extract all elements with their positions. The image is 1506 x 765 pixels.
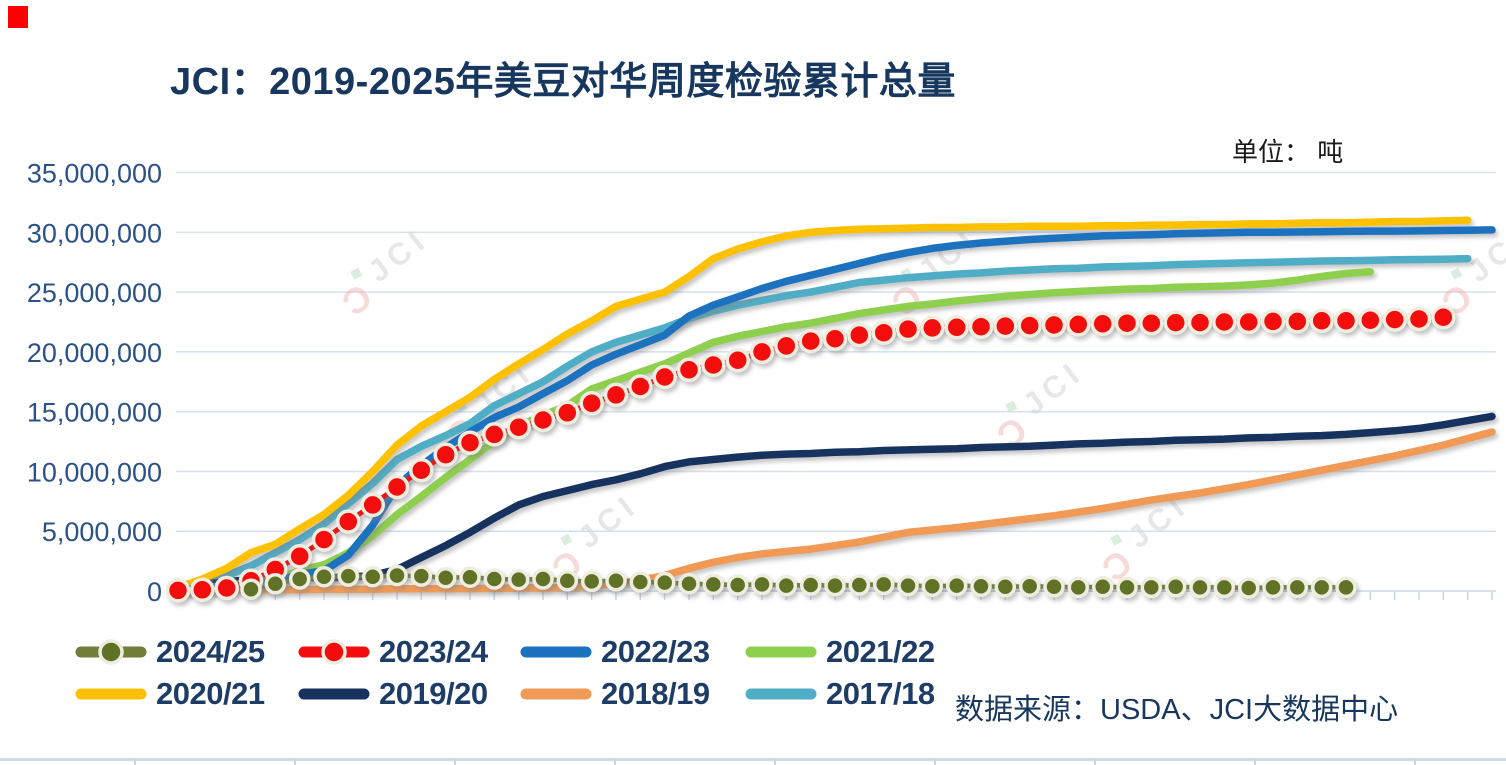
y-axis-label: 0 [147,577,162,607]
y-axis-label: 20,000,000 [27,338,162,368]
y-axis-label: 5,000,000 [42,517,162,547]
corner-marker [8,6,28,28]
y-axis-label: 25,000,000 [27,278,162,308]
chart-title: JCI：2019-2025年美豆对华周度检验累计总量 [170,61,956,103]
y-axis-label: 30,000,000 [27,218,162,248]
y-axis-label: 15,000,000 [27,398,162,428]
series-markers-2023-24 [165,304,1456,603]
svg-text:JCI: JCI [571,487,645,555]
svg-text:Ɔ: Ɔ [334,276,380,324]
y-axis-label: 35,000,000 [27,159,162,189]
series-line-2020-21 [174,216,1472,592]
series-markers-2024-25 [240,564,1357,600]
series-line-2018-19 [174,428,1496,595]
unit-label: 单位： 吨 [1232,137,1344,167]
series-line-2021-22 [174,267,1375,594]
series-line-2024-25 [248,573,1349,592]
series-line-2017-18 [174,254,1472,593]
svg-text:JCI: JCI [361,221,435,289]
source-note: 数据来源：USDA、JCI大数据中心 [955,694,1399,726]
y-axis-label: 10,000,000 [27,457,162,487]
